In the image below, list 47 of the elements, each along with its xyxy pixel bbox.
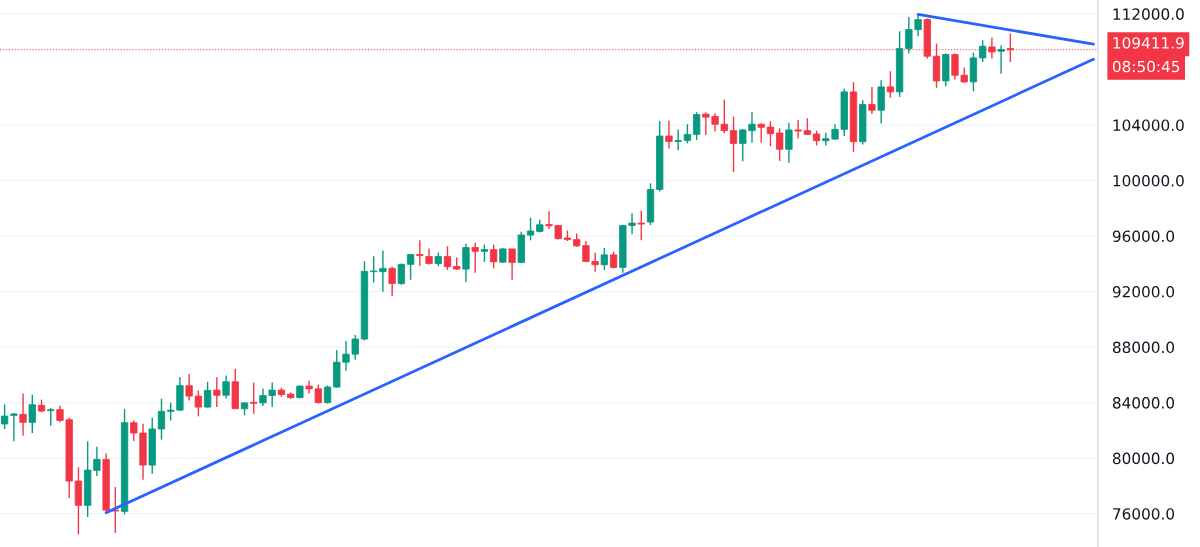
candlestick	[406, 253, 415, 281]
candlestick	[222, 374, 230, 400]
candlestick	[637, 209, 645, 242]
candlestick	[443, 245, 452, 271]
y-tick-label: 92000.0	[1112, 286, 1175, 298]
candlestick	[471, 241, 479, 274]
y-tick-label: 112000.0	[1113, 8, 1184, 20]
y-tick-label: 104000.0	[1113, 119, 1184, 131]
candlestick	[388, 266, 396, 297]
candlestick	[868, 86, 876, 115]
candlestick	[213, 376, 221, 408]
candlestick	[997, 44, 1005, 75]
candlestick	[683, 123, 692, 145]
candlestick	[757, 122, 765, 144]
candlestick	[157, 398, 166, 441]
candlestick	[766, 120, 775, 147]
candlestick	[674, 128, 682, 151]
candlestick	[508, 248, 516, 281]
text: 08:50:45	[1112, 60, 1180, 73]
y-tick-label: 76000.0	[1113, 508, 1175, 520]
candlestick	[526, 217, 535, 242]
candlestick	[785, 122, 793, 164]
candlestick	[250, 381, 258, 415]
ref-line-label: 109411.9	[1113, 37, 1184, 49]
candlestick	[489, 243, 498, 270]
y-tick-label: 88000.0	[1112, 341, 1175, 354]
y-tick-label: 80000.0	[1112, 452, 1175, 465]
candlestick	[462, 242, 470, 283]
candlestick	[729, 115, 738, 173]
candlestick	[111, 486, 119, 534]
candlestick	[692, 111, 701, 141]
candlestick	[665, 119, 673, 150]
y-tick-label: 84000.0	[1112, 397, 1175, 409]
candlestick	[416, 239, 424, 267]
candlestick	[19, 392, 27, 437]
candlestick	[28, 394, 36, 434]
candlestick	[886, 70, 895, 99]
candlestick	[979, 39, 987, 63]
candlestick	[0, 403, 9, 430]
y-tick-label: 100000.0	[1113, 174, 1184, 187]
candlestick	[776, 127, 784, 162]
candlestick	[600, 247, 609, 271]
candlestick	[323, 384, 332, 405]
y-tick-label: 96000.0	[1112, 230, 1175, 243]
candlestick	[203, 381, 212, 409]
candlestick	[10, 412, 18, 443]
candlestick	[877, 79, 885, 125]
